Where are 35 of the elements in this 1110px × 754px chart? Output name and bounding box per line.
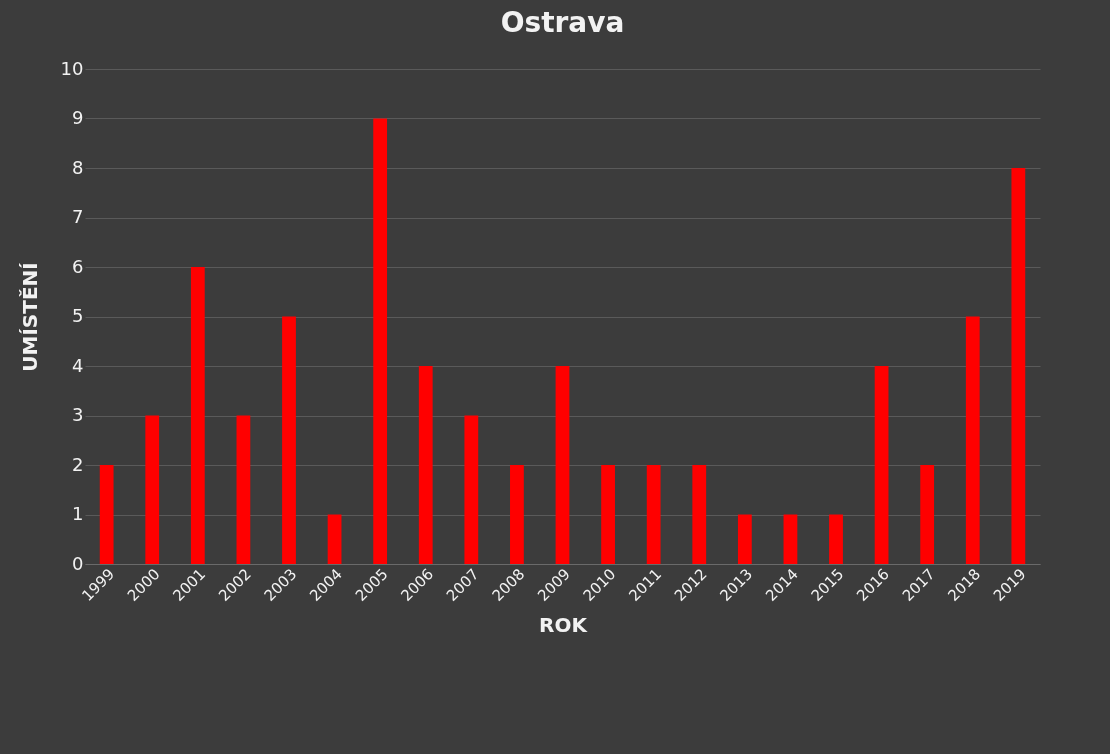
y-tick-label: 6	[72, 255, 84, 277]
y-tick-label: 7	[72, 206, 84, 227]
bar	[190, 267, 205, 564]
y-tick-label: 5	[72, 305, 84, 326]
bar	[236, 415, 251, 564]
bar	[965, 316, 980, 564]
bar	[510, 465, 524, 564]
bar	[327, 514, 342, 564]
x-axis-title: ROK	[539, 613, 589, 638]
y-tick-label: 10	[60, 57, 84, 79]
bar	[692, 465, 707, 564]
bar	[99, 465, 114, 564]
bar	[464, 415, 479, 564]
y-axis-title: UMÍSTĚNÍ	[17, 262, 42, 372]
y-tick-label: 1	[72, 503, 84, 524]
bar	[783, 514, 798, 564]
chart-title: Ostrava	[500, 6, 625, 39]
bar	[737, 514, 752, 564]
bar	[1011, 168, 1026, 564]
y-tick-label: 9	[72, 107, 84, 128]
bar	[601, 465, 615, 564]
bar	[555, 366, 570, 564]
bar	[920, 465, 935, 564]
bar	[373, 118, 388, 564]
bar	[418, 366, 433, 564]
y-tick-label: 0	[72, 552, 84, 574]
bar	[874, 366, 889, 564]
bar	[145, 415, 160, 564]
bar	[829, 514, 843, 564]
bar	[646, 465, 661, 564]
y-tick-label: 8	[72, 156, 84, 178]
y-tick-label: 4	[72, 354, 84, 376]
bar	[282, 316, 296, 564]
y-tick-label: 2	[72, 453, 84, 475]
y-tick-label: 3	[72, 404, 84, 425]
